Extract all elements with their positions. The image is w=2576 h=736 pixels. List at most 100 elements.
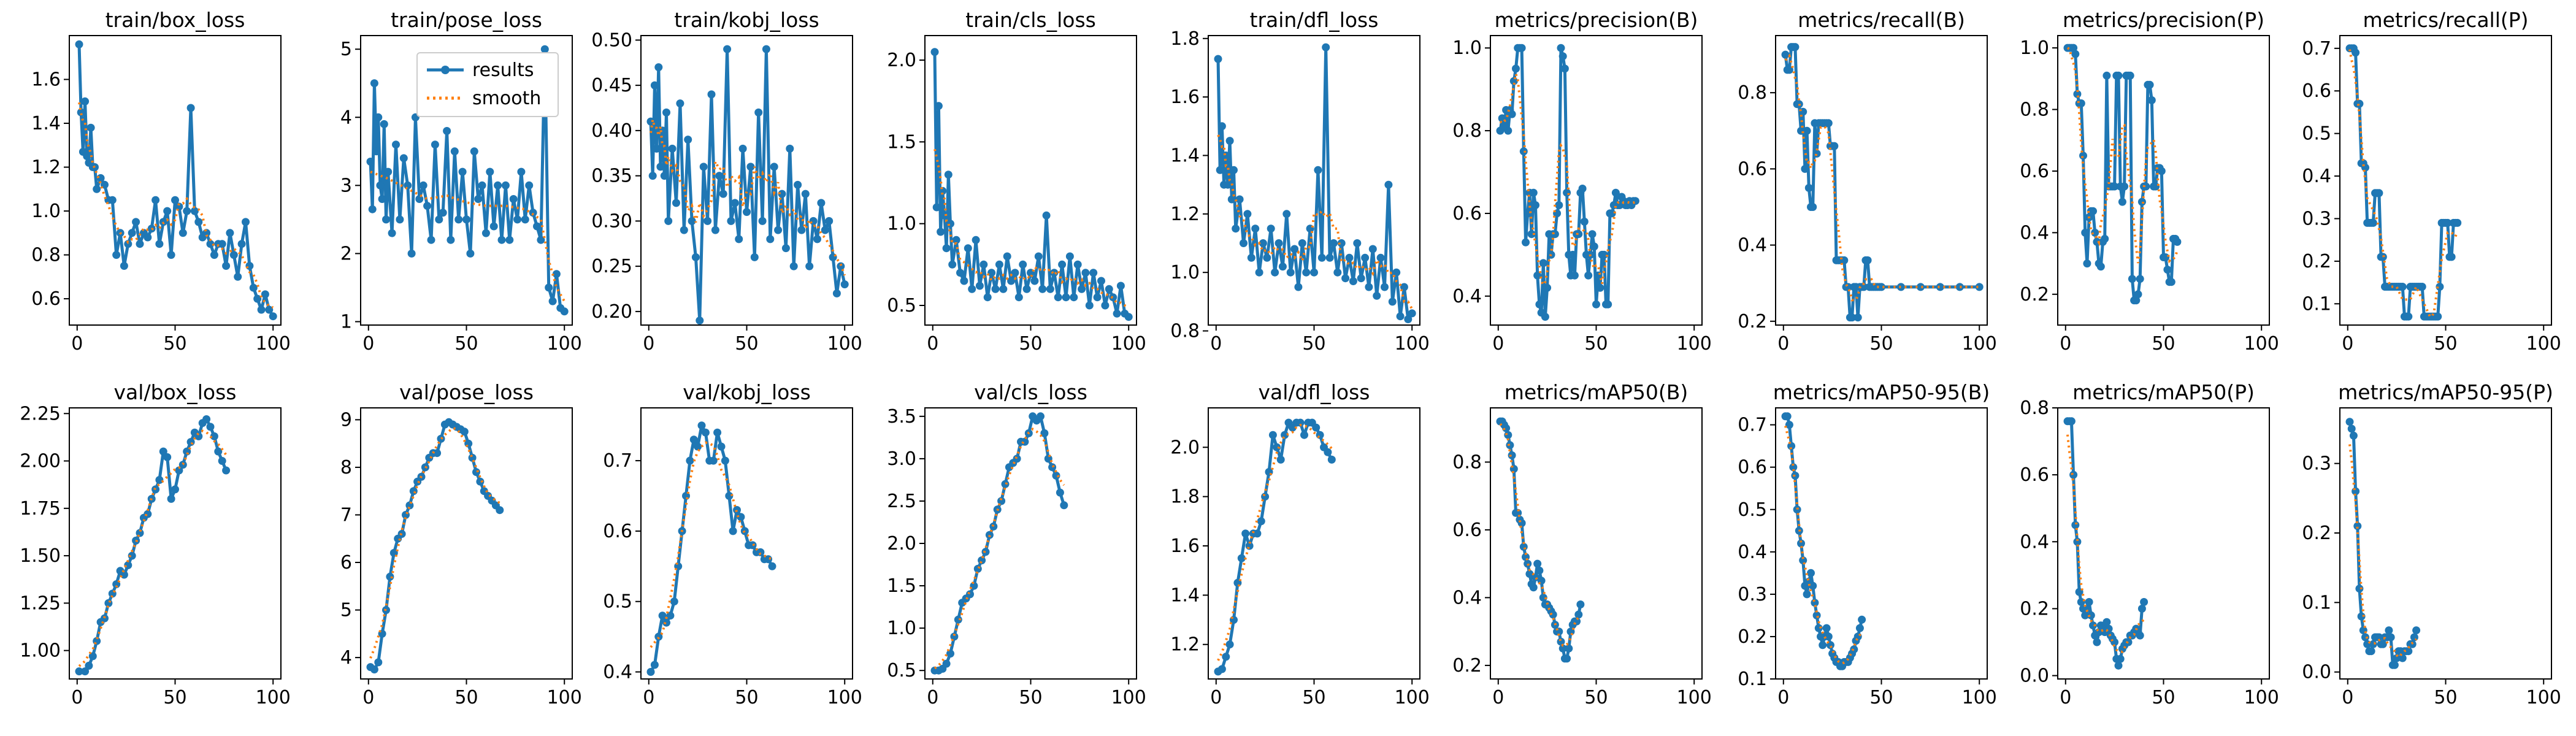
y-tick-label: 1.6: [1170, 86, 1200, 108]
results-point: [85, 661, 93, 670]
results-point: [155, 476, 164, 484]
results-point: [1060, 501, 1068, 510]
results-point: [2103, 71, 2111, 80]
results-point: [950, 632, 959, 641]
results-point: [1286, 268, 1295, 277]
panel-train-kobj-loss: train/kobj_loss 0 50 100 0.20 0.25 0.30 0.35 0.4…: [591, 8, 862, 355]
results-point: [175, 202, 183, 211]
results-point: [2352, 48, 2360, 57]
panel-train-dfl-loss: train/dfl_loss 0 50 100 0.8 1.0 1.2 1.4 1.6 1.8: [1170, 8, 1430, 355]
y-tick-label: 3: [340, 175, 352, 196]
results-point: [756, 548, 765, 556]
y-tick-label: 0.6: [1452, 519, 1482, 541]
results-point: [415, 195, 424, 203]
results-point: [1531, 201, 1539, 209]
results-point: [1073, 260, 1082, 269]
results-point: [1267, 224, 1275, 233]
x-tick-label: 0: [927, 333, 938, 355]
results-point: [689, 435, 698, 444]
plot-area-metrics-precision-p: [2063, 44, 2182, 305]
results-point: [1325, 253, 1334, 262]
results-point: [1539, 593, 1547, 602]
results-point: [2152, 182, 2160, 191]
results-point: [813, 235, 821, 243]
results-point: [1247, 253, 1255, 262]
y-tick-label: 0.0: [2302, 662, 2331, 683]
panel-title-train-cls-loss: train/cls_loss: [965, 8, 1096, 32]
results-point: [1590, 242, 1598, 251]
results-point: [163, 453, 172, 461]
results-point: [399, 154, 408, 163]
results-point: [1007, 277, 1016, 285]
results-point: [954, 615, 962, 624]
results-point: [2385, 626, 2393, 635]
plot-area-metrics-map50-95-b: [1781, 412, 1866, 670]
smooth-line-val-kobj-loss: [650, 441, 773, 648]
results-point: [1508, 110, 1516, 118]
results-point: [725, 492, 734, 500]
y-tick-label: 9: [340, 409, 352, 431]
results-point: [985, 531, 994, 539]
results-point: [1822, 624, 1831, 632]
y-tick-label: 0.2: [1738, 626, 1767, 648]
y-tick-label: 0.4: [1452, 286, 1482, 307]
plot-area-val-pose-loss: [366, 418, 504, 673]
results-point: [1975, 283, 1984, 291]
results-point: [715, 172, 724, 180]
y-tick-label: 0.6: [2020, 161, 2049, 182]
y-tick-label: 4: [340, 107, 352, 128]
y-tick-label: 1.0: [1170, 262, 1200, 283]
results-line-metrics-precision-b: [1498, 46, 1636, 318]
results-point: [1216, 166, 1224, 174]
results-point: [670, 597, 678, 606]
results-point: [462, 215, 470, 224]
y-tick-label: 0.4: [603, 662, 632, 683]
results-point: [2083, 259, 2091, 268]
results-point: [1384, 180, 1393, 189]
y-tick-label: 0.50: [591, 29, 632, 51]
results-point: [175, 466, 183, 475]
results-point: [789, 262, 798, 270]
x-tick-label: 50: [2434, 687, 2457, 708]
results-point: [1396, 312, 1405, 321]
results-point: [1022, 285, 1031, 293]
results-point: [703, 217, 712, 225]
results-point: [388, 229, 396, 237]
panel-title-metrics-precision-b: metrics/precision(B): [1495, 8, 1698, 32]
results-point: [1113, 309, 1121, 318]
results-point: [937, 228, 945, 236]
results-point: [108, 196, 117, 204]
results-point: [1317, 253, 1326, 262]
results-point: [650, 661, 659, 669]
y-tick-label: 1.00: [20, 640, 61, 662]
results-point: [427, 236, 435, 244]
results-point: [226, 229, 234, 237]
results-point: [2412, 626, 2421, 635]
results-point: [1812, 611, 1821, 619]
y-tick-label: 0.1: [2302, 293, 2331, 315]
panel-title-train-kobj-loss: train/kobj_loss: [674, 8, 819, 32]
results-point: [186, 438, 195, 447]
results-point: [1574, 610, 1583, 619]
panel-title-val-kobj-loss: val/kobj_loss: [683, 380, 811, 404]
results-point: [991, 285, 1000, 293]
results-point: [249, 283, 258, 292]
results-point: [2367, 647, 2375, 656]
results-point: [540, 45, 549, 53]
x-tick-label: 100: [2244, 333, 2279, 355]
results-point: [1549, 610, 1557, 619]
results-point: [1081, 269, 1090, 277]
results-point: [686, 456, 694, 465]
results-point: [1563, 654, 1571, 663]
x-tick-label: 0: [1777, 333, 1789, 355]
y-tick-label: 1.8: [1170, 28, 1200, 50]
y-tick-label: 1.2: [1170, 634, 1200, 656]
y-tick-label: 5: [340, 600, 352, 621]
panel-title-metrics-map50-95-b: metrics/mAP50-95(B): [1773, 380, 1990, 404]
x-tick-label: 100: [1677, 333, 1712, 355]
results-point: [478, 181, 486, 190]
x-tick-label: 100: [256, 333, 291, 355]
results-point: [1263, 253, 1271, 262]
y-tick-label: 0.6: [31, 288, 61, 310]
results-point: [1322, 43, 1330, 52]
